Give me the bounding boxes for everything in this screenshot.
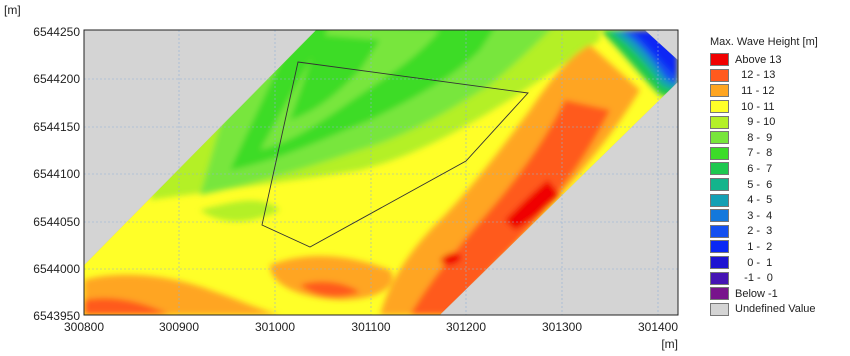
legend-swatch — [710, 68, 729, 82]
legend-label: 12 - 13 — [735, 69, 776, 82]
grid-lines — [84, 30, 678, 315]
y-tick-label: 6543950 — [33, 309, 80, 323]
legend-item: 3 - 4 — [710, 208, 850, 224]
legend-swatch — [710, 287, 729, 301]
legend-label: 0 - 1 — [735, 256, 773, 269]
legend-label: 11 - 12 — [735, 84, 775, 97]
wave-height-map: [m] 6544250 6544200 6544150 6544100 6544… — [4, 3, 679, 351]
legend-label: 1 - 2 — [735, 240, 773, 253]
x-tick-label: 300900 — [159, 320, 199, 334]
x-tick-label: 301300 — [542, 320, 582, 334]
legend-label: 10 - 11 — [735, 100, 775, 113]
legend-swatch — [710, 193, 729, 207]
legend-item: 12 - 13 — [710, 68, 850, 84]
x-tick-label: 301200 — [446, 320, 486, 334]
legend-item: 1 - 2 — [710, 239, 850, 255]
legend-label: 4 - 5 — [735, 194, 773, 207]
legend-label: 9 - 10 — [735, 116, 776, 129]
legend-item: Below -1 — [710, 286, 850, 302]
legend-swatch — [710, 240, 729, 254]
legend-swatch — [710, 162, 729, 176]
legend-item: 6 - 7 — [710, 161, 850, 177]
x-tick-label: 301000 — [255, 320, 295, 334]
legend-label: 6 - 7 — [735, 162, 773, 175]
legend-items: Above 13 12 - 13 11 - 12 10 - 11 9 - 10 … — [710, 52, 850, 317]
legend-swatch — [710, 224, 729, 238]
legend-item: 7 - 8 — [710, 146, 850, 162]
y-tick-label: 6544200 — [33, 72, 80, 86]
x-tick-label: 301100 — [351, 320, 390, 334]
legend-swatch — [710, 53, 729, 67]
x-tick-label: 300800 — [64, 320, 104, 334]
legend-title: Max. Wave Height [m] — [710, 36, 818, 48]
legend-item: 8 - 9 — [710, 130, 850, 146]
y-tick-label: 6544150 — [33, 120, 80, 134]
legend-item: 5 - 6 — [710, 177, 850, 193]
legend: Max. Wave Height [m] Above 13 12 - 13 11… — [710, 36, 850, 317]
legend-item: Above 13 — [710, 52, 850, 68]
y-tick-label: 6544000 — [33, 262, 80, 276]
legend-swatch — [710, 302, 729, 316]
legend-item: 2 - 3 — [710, 224, 850, 240]
legend-swatch — [710, 100, 729, 114]
y-tick-label: 6544100 — [33, 167, 80, 181]
legend-swatch — [710, 131, 729, 145]
plot-frame — [83, 29, 679, 316]
y-tick-label: 6544250 — [33, 25, 80, 39]
y-tick-label: 6544050 — [33, 215, 80, 229]
legend-swatch — [710, 84, 729, 98]
legend-swatch — [710, 178, 729, 192]
legend-swatch — [710, 256, 729, 270]
legend-label: Undefined Value — [735, 303, 816, 316]
x-unit-label: [m] — [661, 337, 678, 351]
legend-label: 7 - 8 — [735, 147, 773, 160]
y-unit-label: [m] — [4, 3, 21, 17]
legend-label: Above 13 — [735, 53, 782, 66]
x-tick-label: 301400 — [638, 320, 678, 334]
legend-item: 4 - 5 — [710, 192, 850, 208]
area-outline-polygon — [261, 61, 529, 248]
legend-item: 11 - 12 — [710, 83, 850, 99]
legend-label: 5 - 6 — [735, 178, 773, 191]
legend-swatch — [710, 271, 729, 285]
legend-label: -1 - 0 — [735, 272, 773, 285]
legend-item: -1 - 0 — [710, 270, 850, 286]
legend-item: 9 - 10 — [710, 114, 850, 130]
legend-label: 3 - 4 — [735, 209, 773, 222]
legend-label: 2 - 3 — [735, 225, 773, 238]
legend-label: Below -1 — [735, 287, 778, 300]
legend-item: 0 - 1 — [710, 255, 850, 271]
legend-item: Undefined Value — [710, 302, 850, 318]
legend-swatch — [710, 115, 729, 129]
legend-swatch — [710, 209, 729, 223]
legend-label: 8 - 9 — [735, 131, 773, 144]
legend-item: 10 - 11 — [710, 99, 850, 115]
legend-swatch — [710, 146, 729, 160]
